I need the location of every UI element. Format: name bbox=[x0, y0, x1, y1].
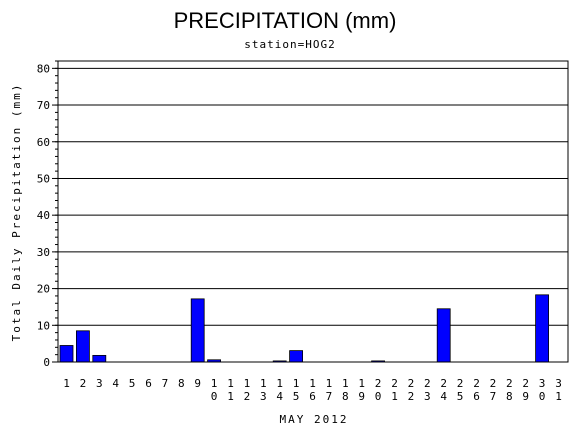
bar-day-24 bbox=[436, 308, 451, 363]
y-tick-label: 20 bbox=[37, 283, 50, 296]
y-tick-label: 80 bbox=[37, 62, 50, 75]
chart-title: PRECIPITATION (mm) bbox=[174, 8, 397, 33]
bar-day-1 bbox=[59, 345, 74, 363]
bar-day-2 bbox=[76, 330, 90, 363]
x-axis-label: MAY 2012 bbox=[280, 413, 349, 426]
bar-day-15 bbox=[289, 350, 304, 363]
x-tick-label: 9 bbox=[194, 377, 201, 390]
bar-day-30 bbox=[535, 294, 549, 363]
x-tick-label: 3 bbox=[96, 377, 103, 390]
plot-frame bbox=[57, 60, 569, 363]
y-axis-label: Total Daily Precipitation (mm) bbox=[10, 83, 23, 342]
y-tick-label: 0 bbox=[43, 356, 50, 369]
x-tick-label: 8 bbox=[178, 377, 185, 390]
bars-group bbox=[59, 294, 549, 363]
y-tick-label: 50 bbox=[37, 172, 50, 185]
x-tick-label: 2 bbox=[80, 377, 87, 390]
bar-day-9 bbox=[190, 298, 205, 363]
grid-lines bbox=[58, 67, 568, 326]
y-ticks: 0 10 20 30 40 50 60 70 80 bbox=[37, 60, 58, 369]
x-tick-label: 5 bbox=[129, 377, 136, 390]
y-tick-label: 60 bbox=[37, 136, 50, 149]
y-tick-label: 70 bbox=[37, 99, 50, 112]
x-tick-label: 7 bbox=[162, 377, 169, 390]
y-tick-label: 40 bbox=[37, 209, 50, 222]
y-tick-label: 30 bbox=[37, 246, 50, 259]
x-tick-label: 6 bbox=[145, 377, 152, 390]
chart-subtitle: station=HOG2 bbox=[244, 38, 335, 51]
x-ticks: 1 2 3 4 5 6 7 8 9 1 01 11 21 31 41 51 61 71 81 92 02 12 22 32 42… bbox=[63, 377, 562, 403]
x-tick-label: 1 bbox=[63, 377, 70, 390]
x-tick-label: 4 bbox=[112, 377, 119, 390]
y-tick-label: 10 bbox=[37, 319, 50, 332]
bar-day-3 bbox=[92, 354, 107, 363]
